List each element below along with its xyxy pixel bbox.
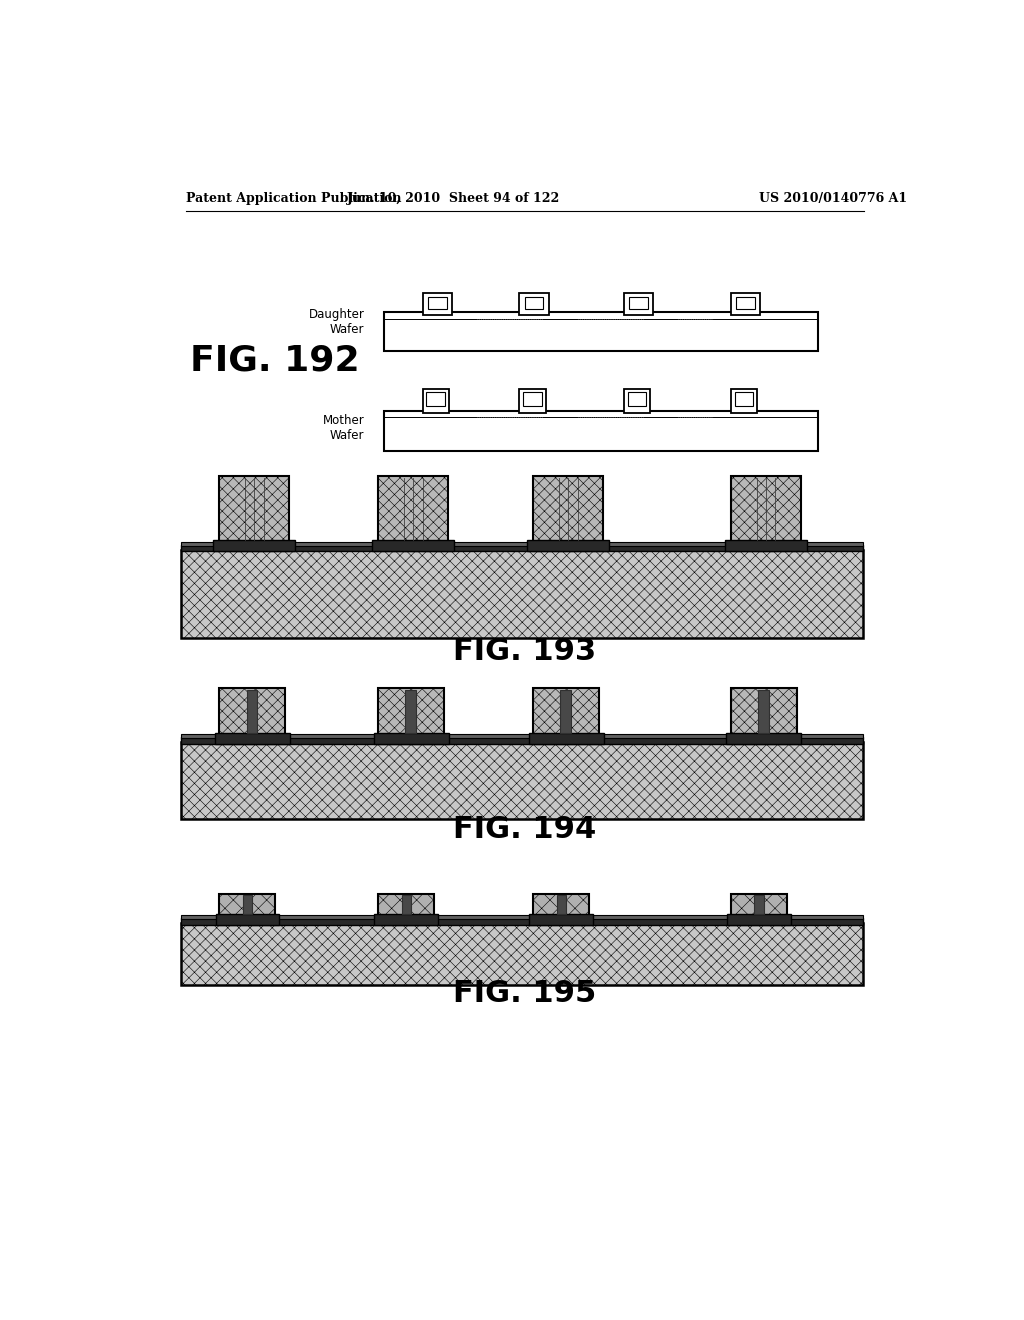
Text: Patent Application Publication: Patent Application Publication [186, 191, 401, 205]
Bar [213, 540, 295, 552]
Bar [755, 895, 764, 913]
Text: US 2010/0140776 A1: US 2010/0140776 A1 [759, 191, 907, 205]
Bar [378, 894, 434, 923]
Bar [624, 389, 650, 413]
Bar [524, 297, 544, 309]
Bar [215, 733, 290, 743]
Bar [247, 689, 257, 733]
Bar [731, 477, 801, 549]
Text: Jun. 10, 2010  Sheet 94 of 122: Jun. 10, 2010 Sheet 94 of 122 [347, 191, 560, 205]
Bar [628, 392, 646, 407]
Bar [426, 392, 445, 407]
Bar [180, 734, 862, 738]
Text: FIG. 194: FIG. 194 [454, 816, 596, 845]
Text: Mother
Wafer: Mother Wafer [323, 414, 365, 442]
Bar [180, 543, 862, 545]
Bar [735, 392, 754, 407]
Bar [180, 923, 862, 985]
Bar [736, 297, 755, 309]
Bar [378, 688, 444, 742]
Bar [384, 411, 818, 451]
Bar [423, 293, 452, 314]
Bar [180, 738, 862, 743]
Bar [534, 688, 599, 742]
Bar [180, 919, 862, 924]
Bar [374, 733, 449, 743]
Bar [731, 688, 797, 742]
Bar [180, 545, 862, 552]
Bar [243, 895, 252, 913]
Bar [180, 742, 862, 818]
Bar [534, 477, 603, 549]
Bar [216, 913, 280, 924]
Bar [758, 689, 769, 733]
Bar [529, 913, 593, 924]
Text: FIG. 192: FIG. 192 [190, 345, 359, 378]
Bar [519, 293, 549, 314]
Bar [401, 895, 411, 913]
Text: FIG. 193: FIG. 193 [454, 636, 596, 665]
Bar [384, 313, 818, 351]
Bar [528, 733, 604, 743]
Bar [428, 297, 446, 309]
Bar [375, 913, 438, 924]
Bar [630, 297, 648, 309]
Bar [423, 389, 449, 413]
Bar [372, 540, 455, 552]
Bar [731, 293, 761, 314]
Bar [519, 389, 546, 413]
Bar [527, 540, 609, 552]
Bar [560, 689, 571, 733]
Bar [219, 894, 275, 923]
Bar [180, 915, 862, 919]
Bar [725, 540, 807, 552]
Text: Daughter
Wafer: Daughter Wafer [308, 309, 365, 337]
Bar [731, 894, 786, 923]
Bar [624, 293, 653, 314]
Bar [726, 733, 802, 743]
Bar [534, 894, 589, 923]
Bar [219, 688, 286, 742]
Bar [727, 913, 791, 924]
Text: FIG. 195: FIG. 195 [454, 979, 596, 1008]
Bar [378, 477, 449, 549]
Bar [557, 895, 566, 913]
Bar [406, 689, 417, 733]
Bar [219, 477, 289, 549]
Bar [180, 549, 862, 638]
Bar [523, 392, 542, 407]
Bar [731, 389, 758, 413]
